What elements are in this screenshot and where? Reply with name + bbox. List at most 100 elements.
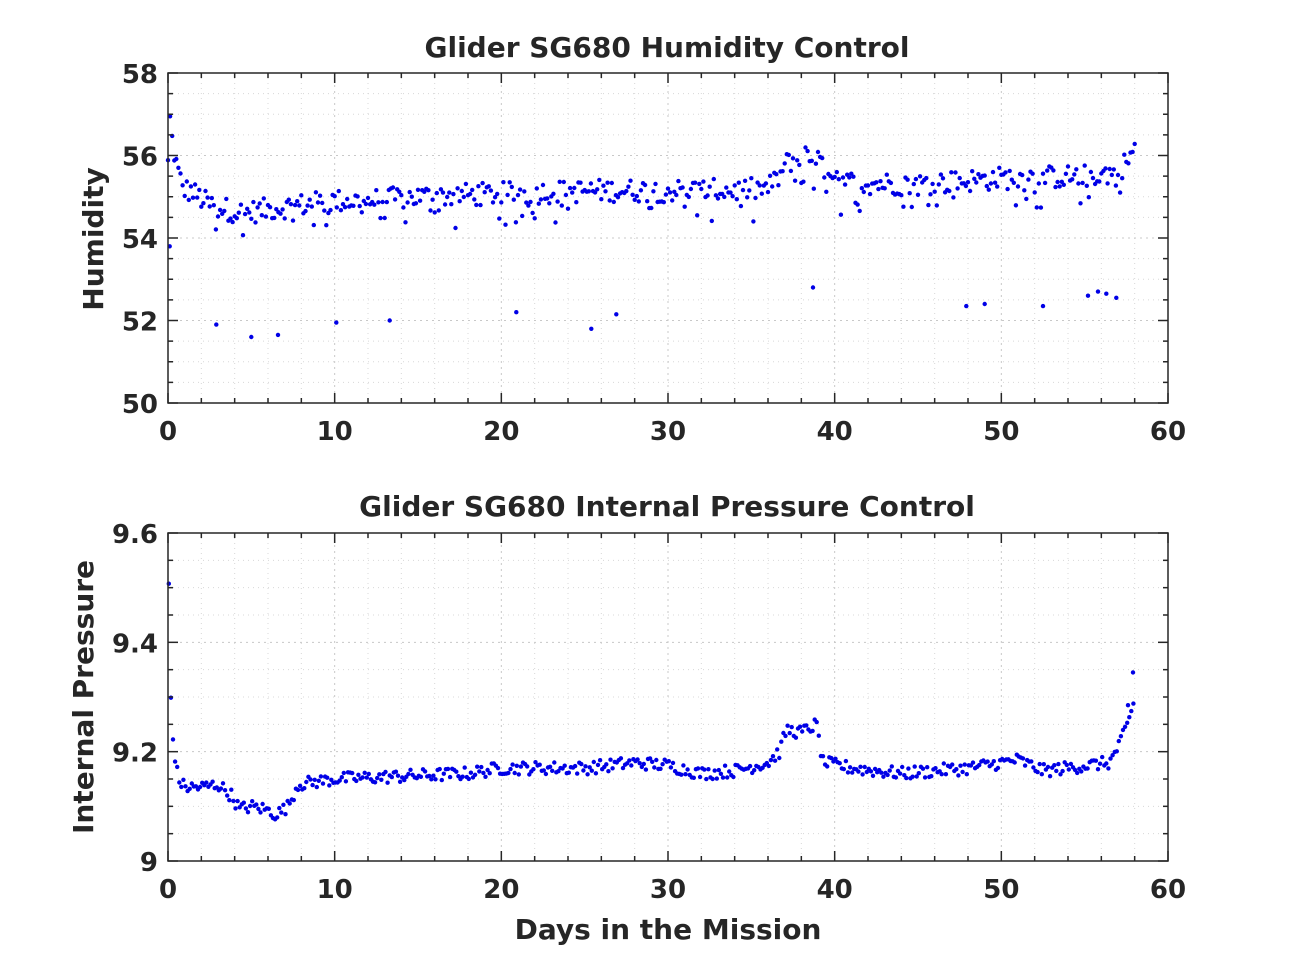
pressure-data-point xyxy=(260,801,265,807)
humidity-data-point xyxy=(982,301,987,307)
humidity-data-point xyxy=(767,173,773,178)
pressure-data-point xyxy=(841,766,846,772)
pressure-data-point xyxy=(547,764,553,769)
humidity-data-point xyxy=(724,185,729,190)
pressure-data-point xyxy=(1131,701,1136,706)
pressure-y-tick-label: 9.6 xyxy=(112,520,158,550)
pressure-data-point xyxy=(375,775,380,781)
humidity-data-point xyxy=(280,207,285,212)
humidity-x-tick-label: 0 xyxy=(159,417,177,447)
humidity-data-point xyxy=(322,208,327,213)
humidity-data-point xyxy=(259,213,264,218)
humidity-data-point xyxy=(261,196,266,201)
humidity-data-point xyxy=(507,180,512,185)
humidity-data-point xyxy=(674,192,679,198)
pressure-data-point xyxy=(647,756,653,761)
humidity-data-point xyxy=(180,183,185,188)
humidity-data-point xyxy=(538,197,544,202)
pressure-data-point xyxy=(864,769,869,775)
humidity-data-point xyxy=(888,180,894,186)
pressure-data-point xyxy=(327,783,332,788)
pressure-data-point xyxy=(397,779,403,784)
pressure-x-tick-label: 10 xyxy=(317,875,353,905)
pressure-data-point xyxy=(281,802,286,807)
humidity-x-tick-label: 30 xyxy=(650,417,686,447)
humidity-data-point xyxy=(501,180,506,185)
humidity-data-point xyxy=(1005,186,1010,192)
humidity-data-point xyxy=(951,195,956,200)
pressure-data-point xyxy=(283,812,288,817)
humidity-data-point xyxy=(795,158,800,163)
humidity-data-point xyxy=(686,194,691,200)
humidity-data-point xyxy=(534,186,539,191)
pressure-data-point xyxy=(485,767,490,773)
humidity-data-point xyxy=(567,185,573,191)
pressure-data-point xyxy=(187,786,192,791)
humidity-data-point xyxy=(801,179,806,184)
pressure-data-point xyxy=(789,724,794,730)
humidity-data-point xyxy=(201,201,206,206)
pressure-data-point xyxy=(487,771,492,776)
pressure-data-point xyxy=(652,765,657,770)
humidity-data-point xyxy=(753,195,758,201)
pressure-data-point xyxy=(550,768,555,773)
pressure-data-point xyxy=(893,775,899,780)
pressure-data-point xyxy=(175,764,180,770)
humidity-data-point xyxy=(440,190,446,195)
humidity-data-point xyxy=(992,180,998,185)
humidity-data-point xyxy=(403,220,408,225)
humidity-data-point xyxy=(432,210,437,215)
humidity-data-point xyxy=(1097,179,1102,184)
pressure-data-point xyxy=(862,764,867,770)
humidity-data-point xyxy=(513,220,519,225)
humidity-data-point xyxy=(482,190,487,195)
pressure-data-point xyxy=(956,773,961,778)
humidity-data-point xyxy=(1042,180,1048,186)
humidity-data-point xyxy=(297,203,302,208)
humidity-data-point xyxy=(934,203,939,208)
humidity-data-point xyxy=(453,225,458,231)
humidity-y-tick-label: 58 xyxy=(122,60,158,90)
pressure-data-point xyxy=(533,760,538,765)
humidity-data-point xyxy=(374,188,379,193)
humidity-data-point xyxy=(697,181,702,187)
humidity-chart: Glider SG680 Humidity Control Humidity 0… xyxy=(77,31,1186,447)
humidity-data-point xyxy=(1109,172,1115,178)
pressure-data-point xyxy=(1068,761,1074,767)
pressure-data-point xyxy=(312,777,317,782)
humidity-data-point xyxy=(1030,171,1035,176)
humidity-data-point xyxy=(1070,177,1075,182)
pressure-data-point xyxy=(460,774,465,779)
humidity-data-point xyxy=(972,176,977,181)
pressure-data-point xyxy=(897,771,903,776)
pressure-data-point xyxy=(868,769,874,774)
humidity-data-point xyxy=(953,170,958,175)
humidity-data-point xyxy=(457,199,462,204)
pressure-data-point xyxy=(575,771,580,776)
pressure-data-point xyxy=(1120,727,1126,733)
pressure-data-point xyxy=(1125,703,1131,708)
pressure-data-point xyxy=(1129,708,1134,714)
humidity-data-point xyxy=(257,201,262,206)
humidity-data-point xyxy=(907,191,912,196)
pressure-data-point xyxy=(531,767,536,772)
pressure-data-point xyxy=(172,759,178,764)
pressure-data-point xyxy=(339,775,344,780)
pressure-data-point xyxy=(372,780,378,785)
humidity-data-point xyxy=(311,222,316,228)
pressure-data-point xyxy=(906,766,911,771)
pressure-data-point xyxy=(991,759,996,764)
humidity-data-point xyxy=(759,191,764,196)
humidity-data-point xyxy=(963,183,969,189)
humidity-data-point xyxy=(1051,168,1056,173)
pressure-data-point xyxy=(985,759,990,764)
pressure-data-point xyxy=(1110,753,1115,758)
pressure-data-point xyxy=(1097,761,1103,766)
pressure-data-point xyxy=(725,775,730,780)
pressure-data-point xyxy=(495,765,501,771)
pressure-data-point xyxy=(291,797,296,803)
pressure-data-point xyxy=(1104,761,1109,766)
humidity-data-point xyxy=(667,190,673,195)
humidity-data-point xyxy=(247,210,252,215)
humidity-data-point xyxy=(303,208,308,214)
